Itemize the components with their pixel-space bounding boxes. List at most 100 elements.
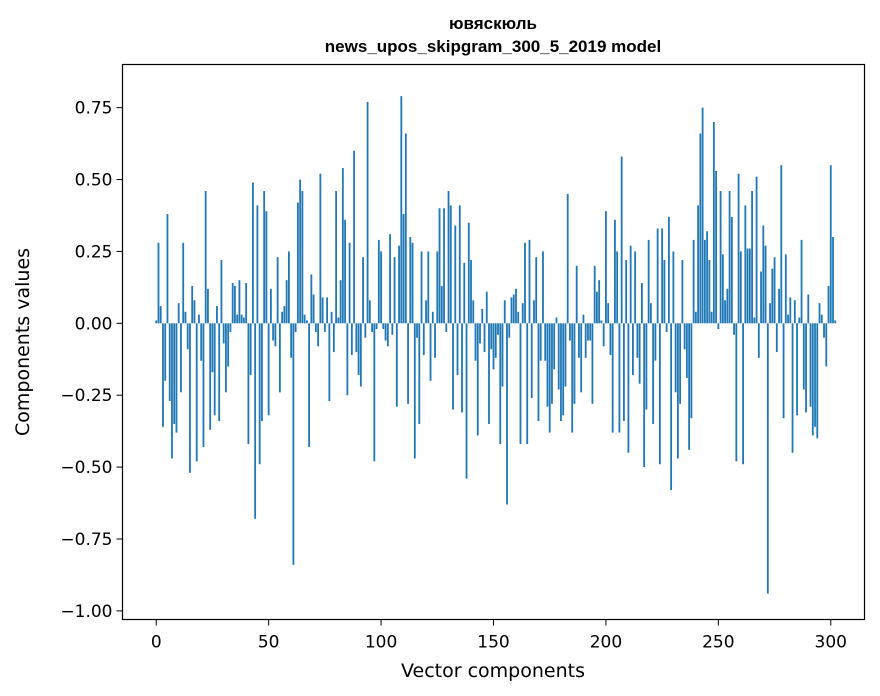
bar — [717, 323, 720, 330]
bar — [418, 323, 421, 424]
bar — [560, 323, 562, 422]
bar — [814, 323, 816, 427]
bar — [402, 214, 405, 324]
bar — [252, 182, 254, 324]
bar — [670, 323, 673, 491]
bar — [164, 323, 167, 381]
bar — [290, 323, 293, 358]
bar — [807, 294, 810, 324]
bars-group — [155, 96, 837, 594]
bar — [497, 323, 499, 335]
bar — [373, 323, 376, 462]
bar — [425, 300, 427, 324]
bar — [386, 323, 389, 347]
bar — [762, 225, 765, 324]
bar — [658, 323, 661, 465]
bar — [712, 122, 715, 324]
x-tick-label: 150 — [477, 633, 509, 653]
bar — [429, 323, 432, 381]
bar — [267, 323, 270, 416]
bar — [198, 314, 200, 324]
bar — [517, 311, 520, 324]
bar — [323, 323, 326, 332]
bar — [173, 323, 176, 424]
x-tick-label: 100 — [365, 633, 397, 653]
x-tick-label: 50 — [258, 633, 280, 653]
bar — [283, 306, 286, 324]
bar — [535, 257, 538, 324]
x-tick-label: 300 — [815, 633, 847, 653]
bar — [467, 222, 470, 324]
bar — [171, 323, 173, 459]
bar — [162, 323, 164, 427]
bar — [643, 323, 646, 468]
bar — [454, 225, 457, 324]
bar — [207, 288, 209, 324]
bar — [447, 191, 450, 324]
bar — [780, 165, 783, 324]
bar — [694, 311, 697, 324]
x-tick-label: 0 — [151, 633, 162, 653]
bar — [438, 208, 441, 324]
bar — [515, 288, 517, 324]
bar — [816, 323, 819, 439]
bar — [355, 323, 358, 353]
bar — [623, 323, 625, 422]
bar — [546, 323, 549, 407]
bar — [278, 323, 281, 393]
y-axis: 0.75 0.50 0.25 0.00 −0.25 −0.50 −0.75 −1.00 — [60, 99, 123, 622]
bar — [411, 242, 414, 324]
bar — [472, 300, 475, 324]
bar — [649, 303, 652, 324]
bar — [778, 288, 780, 324]
y-tick-label: 0.75 — [75, 99, 113, 119]
bar — [247, 323, 250, 445]
y-tick-label: −0.25 — [60, 386, 112, 406]
bar — [609, 323, 612, 355]
bar — [726, 288, 729, 324]
bar — [569, 323, 571, 341]
bar — [434, 323, 436, 358]
bar — [380, 251, 382, 324]
bar — [216, 306, 218, 324]
bar — [562, 323, 565, 416]
bar — [809, 323, 812, 407]
bar — [528, 239, 531, 324]
bar — [483, 323, 486, 353]
bar — [202, 323, 205, 447]
bar — [292, 323, 295, 565]
bar — [240, 314, 243, 324]
x-tick-label: 200 — [590, 633, 622, 653]
bar — [530, 323, 533, 399]
bar — [690, 323, 693, 419]
bar — [611, 323, 614, 433]
bar — [769, 303, 771, 324]
bar — [593, 265, 596, 324]
bar — [157, 242, 160, 324]
bar — [703, 239, 706, 324]
bar — [409, 237, 412, 324]
bar — [793, 300, 796, 324]
bar — [679, 323, 682, 404]
bar — [829, 165, 832, 324]
bar — [200, 323, 203, 361]
bar — [832, 237, 834, 324]
bar — [699, 133, 702, 324]
bar — [641, 283, 643, 324]
bar — [697, 205, 700, 324]
bar — [400, 96, 403, 324]
bar — [485, 291, 488, 324]
bar — [375, 323, 378, 330]
bar — [625, 260, 628, 324]
bar — [748, 248, 751, 324]
bar — [800, 239, 803, 324]
bar — [524, 242, 526, 324]
bar — [724, 300, 726, 324]
bar — [766, 323, 769, 594]
bar — [598, 280, 601, 324]
bar — [616, 251, 619, 324]
bar — [321, 297, 324, 324]
bar — [344, 219, 346, 324]
bar — [521, 303, 524, 324]
bar — [391, 323, 394, 335]
